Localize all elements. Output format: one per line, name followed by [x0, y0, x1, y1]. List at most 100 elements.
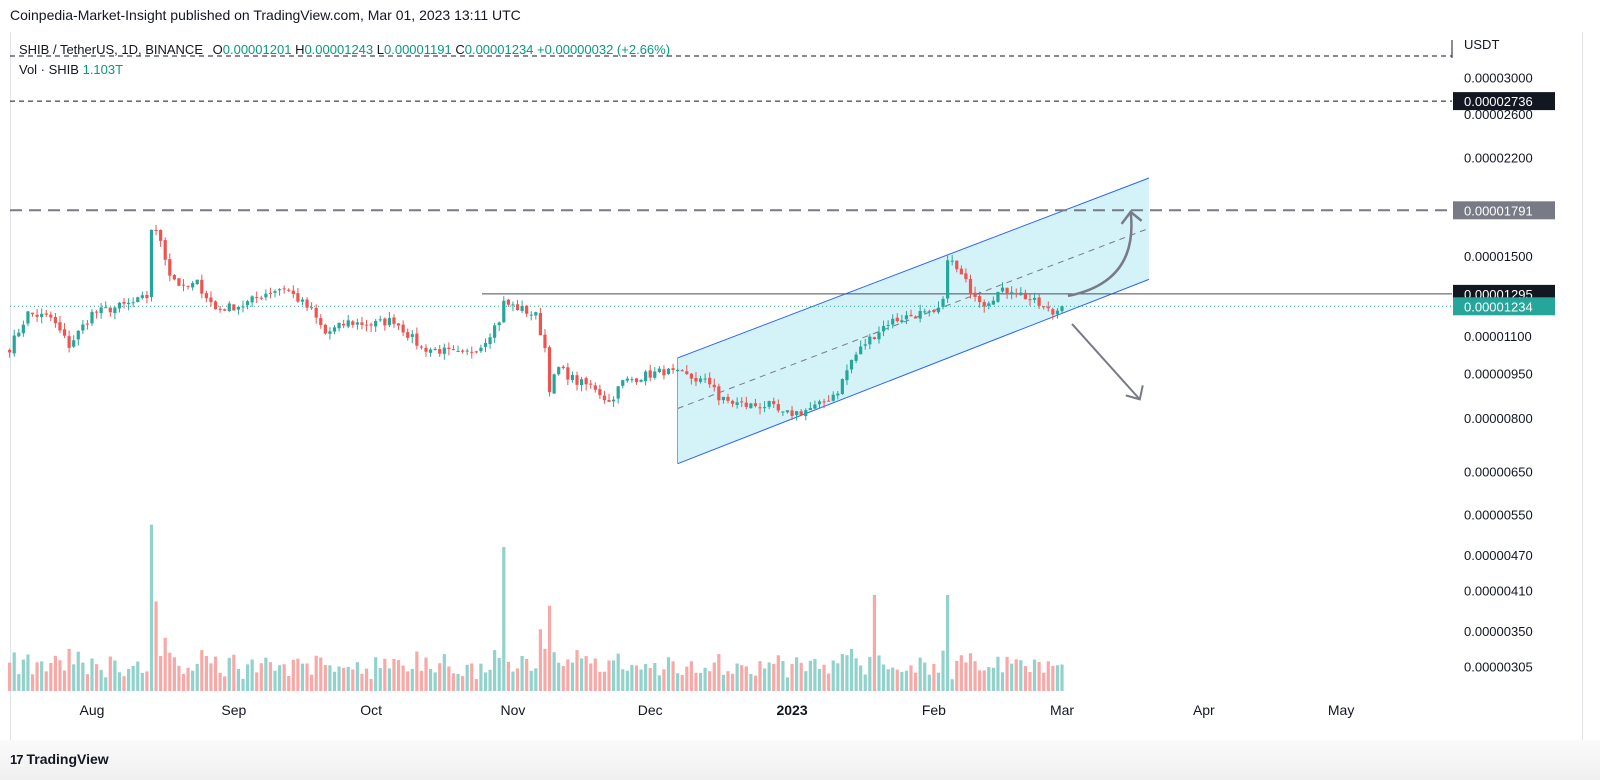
volume-bar	[767, 662, 771, 691]
volume-bar	[268, 662, 273, 691]
candle-body	[145, 294, 149, 299]
volume-bar	[762, 668, 767, 691]
candle-body	[264, 293, 268, 298]
candle-body	[941, 298, 945, 307]
volume-bar	[369, 678, 373, 691]
candle-body	[877, 332, 881, 340]
volume-bar	[1005, 656, 1009, 691]
candle-body	[813, 404, 817, 409]
candle-body	[291, 290, 295, 295]
candle-body	[218, 308, 222, 310]
candle-body	[973, 292, 977, 297]
price-label-box	[1453, 201, 1555, 220]
volume-bar	[639, 669, 643, 691]
volume-bar	[936, 672, 941, 691]
volume-bar	[698, 672, 703, 691]
volume-bar	[740, 665, 744, 691]
volume-bar	[932, 663, 936, 691]
candle-body	[630, 379, 634, 381]
candle-body	[305, 299, 309, 308]
candle-body	[387, 318, 392, 326]
tradingview-logo[interactable]: 17 TradingView	[10, 751, 109, 767]
candle-body	[493, 325, 497, 338]
candle-body	[845, 370, 849, 381]
volume-bar	[259, 663, 263, 691]
candle-body	[913, 316, 918, 319]
candle-body	[726, 396, 730, 401]
volume-bar	[726, 671, 730, 691]
candle-body	[268, 292, 273, 294]
candle-body	[369, 324, 373, 326]
candle-body	[310, 307, 314, 309]
candle-body	[479, 347, 483, 352]
candle-body	[808, 408, 812, 410]
volume-bar	[968, 653, 973, 691]
volume-bar	[99, 669, 103, 691]
candle-body	[698, 378, 703, 382]
open-value: 0.00001201	[222, 42, 292, 57]
volume-bar	[474, 679, 478, 691]
volume-bar	[1010, 663, 1014, 691]
candle-body	[433, 348, 437, 351]
price-label-box	[1453, 92, 1555, 111]
candle-body	[465, 350, 469, 352]
volume-bar	[282, 664, 286, 691]
volume-bar	[419, 670, 424, 691]
volume-bar	[305, 663, 309, 691]
volume-bar	[1014, 659, 1018, 691]
volume-bar	[804, 671, 808, 691]
volume-bar	[987, 667, 991, 691]
candle-body	[1023, 292, 1027, 300]
volume-bar	[396, 660, 401, 691]
volume-bar	[181, 673, 186, 691]
candle-body	[579, 379, 584, 386]
candle-body	[428, 349, 433, 353]
candle-body	[648, 370, 652, 378]
symbol-label[interactable]: SHIB / TetherUS, 1D, BINANCE	[19, 42, 203, 57]
volume-label[interactable]: Vol · SHIB	[19, 62, 79, 77]
candle-body	[360, 322, 364, 325]
volume-bar	[923, 662, 927, 691]
candle-body	[72, 340, 76, 347]
candle-body	[676, 369, 680, 372]
candle-body	[104, 307, 108, 309]
volume-bar	[575, 650, 579, 691]
candle-body	[547, 347, 552, 393]
candle-body	[552, 374, 556, 394]
volume-bar	[291, 659, 295, 691]
candle-body	[996, 291, 1000, 302]
volume-bar	[506, 661, 510, 691]
volume-bar	[360, 673, 364, 691]
candle-body	[53, 317, 57, 324]
volume-bar	[717, 654, 721, 691]
candle-body	[831, 394, 835, 401]
volume-bar	[122, 676, 126, 691]
volume-bar	[708, 671, 712, 691]
candle-body	[598, 389, 602, 396]
candle-body	[447, 347, 451, 349]
volume-bar	[287, 676, 291, 691]
channel-fill	[677, 178, 1149, 464]
candle-body	[415, 333, 419, 346]
volume-bar	[428, 669, 433, 691]
volume-bar	[817, 669, 822, 691]
candle-body	[936, 307, 941, 313]
volume-bar	[81, 662, 85, 691]
candle-body	[8, 349, 12, 353]
volume-bar	[296, 658, 300, 691]
volume-bar	[813, 658, 817, 691]
price-chart[interactable]: USDT 0.00003000 0.00002600 0.00002200 0.0000…	[0, 0, 1600, 740]
volume-bar	[277, 665, 282, 691]
candle-body	[662, 369, 666, 376]
price-label: 0.00001791	[1464, 203, 1533, 218]
volume-bar	[1000, 672, 1005, 691]
candle-body	[140, 295, 144, 298]
volume-bar	[131, 666, 135, 691]
x-tick-label: Dec	[638, 702, 663, 718]
volume-bar	[648, 668, 652, 691]
volume-bar	[593, 658, 597, 691]
volume-bar	[255, 672, 259, 691]
x-tick-label: Apr	[1193, 702, 1215, 718]
candle-body	[442, 347, 446, 354]
candle-body	[488, 337, 492, 344]
